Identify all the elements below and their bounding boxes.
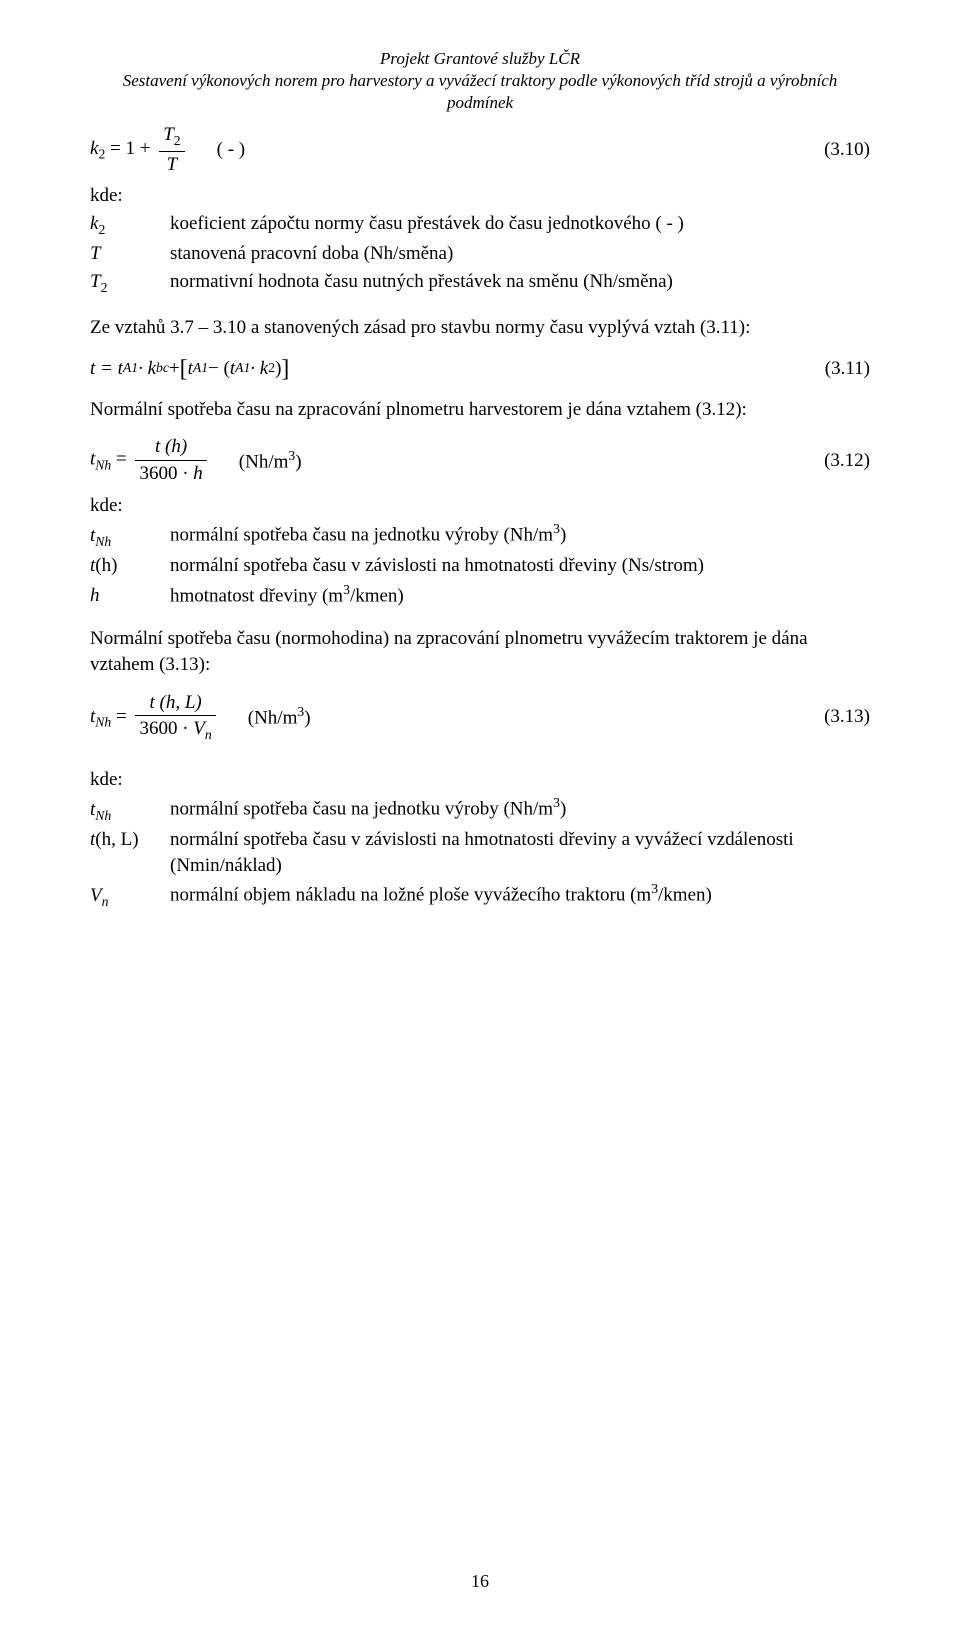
eq312-lhs-sub: Nh [95,458,111,473]
eq312-unit: (Nh/m [239,451,289,472]
def-tNh-313-post: ) [560,799,566,820]
def-h-post: /kmen) [350,585,404,606]
eq310-den: T [167,154,178,175]
eq311-a1-1: A1 [123,359,138,377]
equation-3-10: k2 = 1 + T2 T ( - ) (3.10) [90,122,870,177]
eq310-num: T [163,124,174,145]
eq310-eq: = 1 + [110,138,155,159]
def-tNh-313-pre: normální spotřeba času na jednotku výrob… [170,799,553,820]
eq313-unit: (Nh/m [248,708,298,729]
eq311-two: 2 [268,359,275,377]
sym-T2-sub: 2 [101,280,108,295]
sym-T: T [90,241,170,267]
def-h-pre: hmotnatost dřeviny (m [170,585,343,606]
para-before-311: Ze vztahů 3.7 – 3.10 a stanovených zásad… [90,315,870,341]
header-line1: Projekt Grantové služby LČR [90,48,870,70]
sym-h: h [90,583,170,609]
eq311-mul1: · k [138,356,156,382]
eq312-den-pre: 3600 · [139,463,193,484]
def-thL: normální spotřeba času v závislosti na h… [170,827,870,878]
eq313-unit-close: ) [304,708,310,729]
sym-T2: T [90,271,101,292]
eq313-den-sub: n [205,727,212,742]
sym-k2-sub: 2 [98,222,105,237]
def-T: stanovená pracovní doba (Nh/směna) [170,241,870,267]
eq311-prefix: t = t [90,356,123,382]
def-tNh-312-pre: normální spotřeba času na jednotku výrob… [170,525,553,546]
defs-3-10: kde: k2 koeficient zápočtu normy času př… [90,183,870,297]
eq313-eq: = [116,706,131,727]
def-h-sup: 3 [343,582,350,597]
header-line2: Sestavení výkonových norem pro harvestor… [90,70,870,114]
kde-label-1: kde: [90,183,870,209]
sym-th-arg: (h) [95,555,117,576]
def-Vn-post: /kmen) [658,885,712,906]
eq313-den-var: V [193,718,205,739]
equation-3-11: t = tA1 · kbc + [ tA1 − ( tA1 · k2 ) ] (… [90,353,870,385]
defs-3-12: kde: tNh normální spotřeba času na jedno… [90,493,870,609]
eq310-lhs-sub: 2 [98,147,105,162]
page-number: 16 [0,1569,960,1593]
eq312-num: t (h) [135,434,206,460]
eq311-number: (3.11) [810,356,870,382]
para-before-313: Normální spotřeba času (normohodina) na … [90,626,870,677]
eq311-lbracket: [ [180,353,188,385]
def-k2: koeficient zápočtu normy času přestávek … [170,211,870,237]
header-title: Projekt Grantové služby LČR Sestavení vý… [90,48,870,114]
eq312-unit-close: ) [295,451,301,472]
eq310-unit: ( - ) [217,137,245,163]
def-Vn-pre: normální objem nákladu na ložné ploše vy… [170,885,651,906]
defs-3-13: kde: tNh normální spotřeba času na jedno… [90,767,870,911]
kde-label-2: kde: [90,493,870,519]
eq312-eq: = [116,449,131,470]
sym-Vn-sub: n [102,893,109,908]
kde-label-3: kde: [90,767,870,793]
sym-tNh-sub-312: Nh [95,533,111,548]
sym-Vn: V [90,885,102,906]
eq311-minus: − ( [208,356,230,382]
eq311-bc: bc [156,359,169,377]
def-T2: normativní hodnota času nutných přestáve… [170,269,870,295]
eq312-number: (3.12) [810,448,870,474]
sym-tNh-sub-313: Nh [95,807,111,822]
eq312-den-var: h [193,463,203,484]
def-tNh-312-sup: 3 [553,521,560,536]
def-tNh-312-post: ) [560,525,566,546]
eq310-number: (3.10) [810,137,870,163]
sym-thL-arg: (h, L) [95,829,138,850]
eq311-dotk2: · k [250,356,268,382]
def-tNh-313-sup: 3 [553,795,560,810]
eq311-rbracket: ] [281,353,289,385]
equation-3-12: tNh = t (h) 3600 · h (Nh/m3) (3.12) [90,434,870,486]
eq313-num: t (h, L) [135,690,215,716]
def-th: normální spotřeba času v závislosti na h… [170,553,870,579]
eq311-plus: + [169,356,180,382]
para-before-312: Normální spotřeba času na zpracování pln… [90,397,870,423]
eq313-lhs-sub: Nh [95,714,111,729]
eq311-a1-2: A1 [193,359,208,377]
eq310-num-sub: 2 [174,133,181,148]
def-Vn-sup: 3 [651,881,658,896]
equation-3-13: tNh = t (h, L) 3600 · Vn (Nh/m3) (3.13) [90,690,870,745]
eq313-number: (3.13) [810,704,870,730]
eq311-a1-3: A1 [235,359,250,377]
eq313-den-pre: 3600 · [139,718,193,739]
